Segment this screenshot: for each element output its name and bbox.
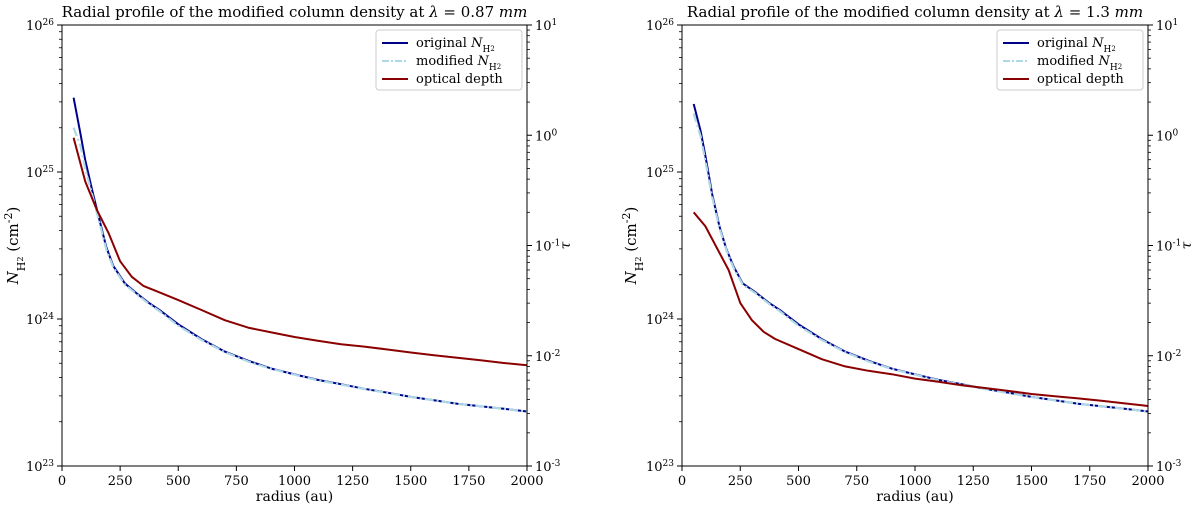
series-line-original-n-h2 <box>72 97 527 413</box>
y-left-tick-label: 1023 <box>26 459 54 475</box>
x-tick-label: 0 <box>58 474 66 489</box>
x-tick-label: 0 <box>678 474 686 489</box>
series-line-modified-n-h2 <box>692 113 1148 413</box>
x-tick-label: 250 <box>728 474 753 489</box>
legend-label: original NH2 <box>1037 36 1116 55</box>
x-tick-label: 1250 <box>336 474 369 489</box>
plot-frame <box>681 24 1149 467</box>
y-right-tick-label: 10-2 <box>1156 349 1181 365</box>
chart-panel-right: Radial profile of the modified column de… <box>600 0 1200 510</box>
chart-left-svg: Radial profile of the modified column de… <box>2 3 575 505</box>
x-tick-label: 1750 <box>1073 474 1106 489</box>
x-axis-label: radius (au) <box>876 489 953 505</box>
chart-title: Radial profile of the modified column de… <box>687 3 1143 21</box>
series-line-optical-depth <box>692 211 1148 407</box>
y-right-tick-label: 101 <box>535 18 557 34</box>
y-right-tick-label: 10-2 <box>535 349 560 365</box>
chart-panel-left: Radial profile of the modified column de… <box>0 0 600 510</box>
x-tick-label: 250 <box>108 474 133 489</box>
legend-label: modified NH2 <box>1037 54 1122 73</box>
x-tick-label: 1000 <box>278 474 311 489</box>
y-right-tick-label: 10-1 <box>535 239 560 255</box>
x-tick-label: 1500 <box>394 474 427 489</box>
plot-area <box>692 103 1148 413</box>
x-tick-label: 750 <box>844 474 869 489</box>
chart-right-svg: Radial profile of the modified column de… <box>620 3 1196 505</box>
y-left-tick-label: 1025 <box>26 165 54 181</box>
legend-box <box>375 29 523 91</box>
x-tick-label: 1250 <box>957 474 990 489</box>
y-left-tick-label: 1026 <box>646 18 674 34</box>
chart-title: Radial profile of the modified column de… <box>62 3 528 21</box>
y-left-axis-label: NH2 (cm-2) <box>620 207 646 286</box>
x-tick-label: 500 <box>166 474 191 489</box>
x-tick-label: 750 <box>224 474 249 489</box>
legend-label: modified NH2 <box>416 54 501 73</box>
series-line-original-n-h2 <box>692 103 1148 413</box>
y-right-tick-label: 10-3 <box>1156 459 1182 475</box>
y-right-tick-label: 10-3 <box>535 459 561 475</box>
x-tick-label: 1750 <box>452 474 485 489</box>
series-line-optical-depth <box>72 137 527 367</box>
legend-box <box>996 29 1144 91</box>
y-left-tick-label: 1026 <box>26 18 54 34</box>
y-left-tick-label: 1023 <box>646 459 674 475</box>
x-tick-label: 1000 <box>898 474 931 489</box>
y-right-axis-label: τ <box>1179 241 1195 249</box>
plot-area <box>72 97 527 413</box>
y-left-axis-label: NH2 (cm-2) <box>2 207 28 286</box>
x-tick-label: 500 <box>786 474 811 489</box>
y-left-tick-label: 1024 <box>26 312 54 328</box>
plot-frame <box>61 24 528 467</box>
legend-label: original NH2 <box>416 36 495 55</box>
y-right-tick-label: 100 <box>535 128 558 144</box>
x-axis-label: radius (au) <box>256 489 333 505</box>
x-tick-label: 2000 <box>510 474 543 489</box>
x-tick-label: 1500 <box>1015 474 1048 489</box>
series-line-modified-n-h2 <box>72 127 527 413</box>
x-tick-label: 2000 <box>1131 474 1164 489</box>
legend-label: optical depth <box>416 72 503 87</box>
y-left-tick-label: 1024 <box>646 312 674 328</box>
legend-label: optical depth <box>1037 72 1124 87</box>
y-right-tick-label: 100 <box>1156 128 1179 144</box>
y-right-axis-label: τ <box>558 241 574 249</box>
y-right-tick-label: 10-1 <box>1156 239 1181 255</box>
y-right-tick-label: 101 <box>1156 18 1178 34</box>
y-left-tick-label: 1025 <box>646 165 674 181</box>
